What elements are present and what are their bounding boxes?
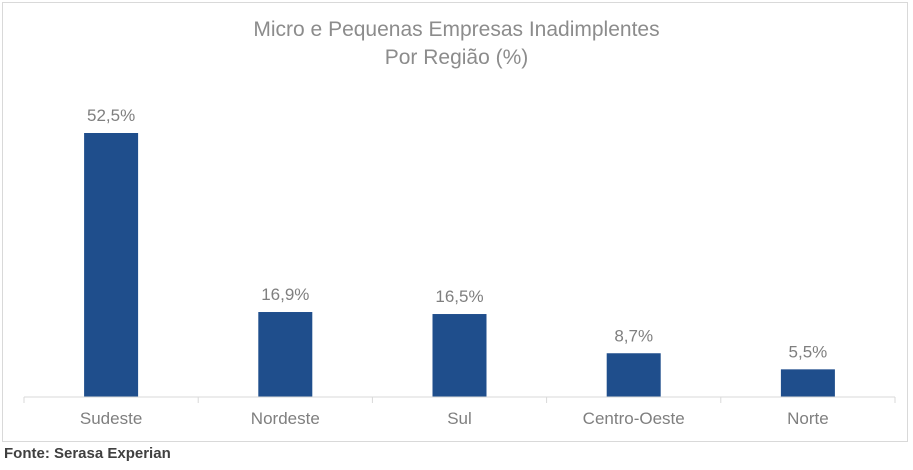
data-label: 16,5%: [435, 287, 483, 306]
x-tick-label: Sudeste: [80, 409, 142, 428]
bar-sul: [432, 314, 487, 397]
x-tick-label: Nordeste: [251, 409, 320, 428]
bar-sudeste: [84, 133, 139, 397]
data-labels-group: 52,5% 16,9% 16,5% 8,7% 5,5%: [87, 106, 827, 361]
data-label: 16,9%: [261, 285, 309, 304]
data-label: 8,7%: [614, 326, 653, 345]
chart-title-block: Micro e Pequenas Empresas Inadimplentes …: [0, 16, 913, 72]
data-label: 52,5%: [87, 106, 135, 125]
bars-group: [84, 133, 835, 397]
bar-centro-oeste: [606, 353, 661, 397]
x-tick-labels-group: Sudeste Nordeste Sul Centro-Oeste Norte: [80, 409, 829, 428]
data-label: 5,5%: [789, 342, 828, 361]
chart-subtitle: Por Região (%): [384, 46, 529, 69]
bar-norte: [780, 369, 835, 397]
x-tick-label: Centro-Oeste: [583, 409, 685, 428]
x-tick-label: Sul: [447, 409, 472, 428]
x-axis: [23, 396, 896, 403]
source-note: Fonte: Serasa Experian: [4, 445, 171, 462]
chart-title: Micro e Pequenas Empresas Inadimplentes: [253, 18, 660, 41]
x-tick-label: Norte: [787, 409, 829, 428]
bar-nordeste: [258, 312, 313, 397]
